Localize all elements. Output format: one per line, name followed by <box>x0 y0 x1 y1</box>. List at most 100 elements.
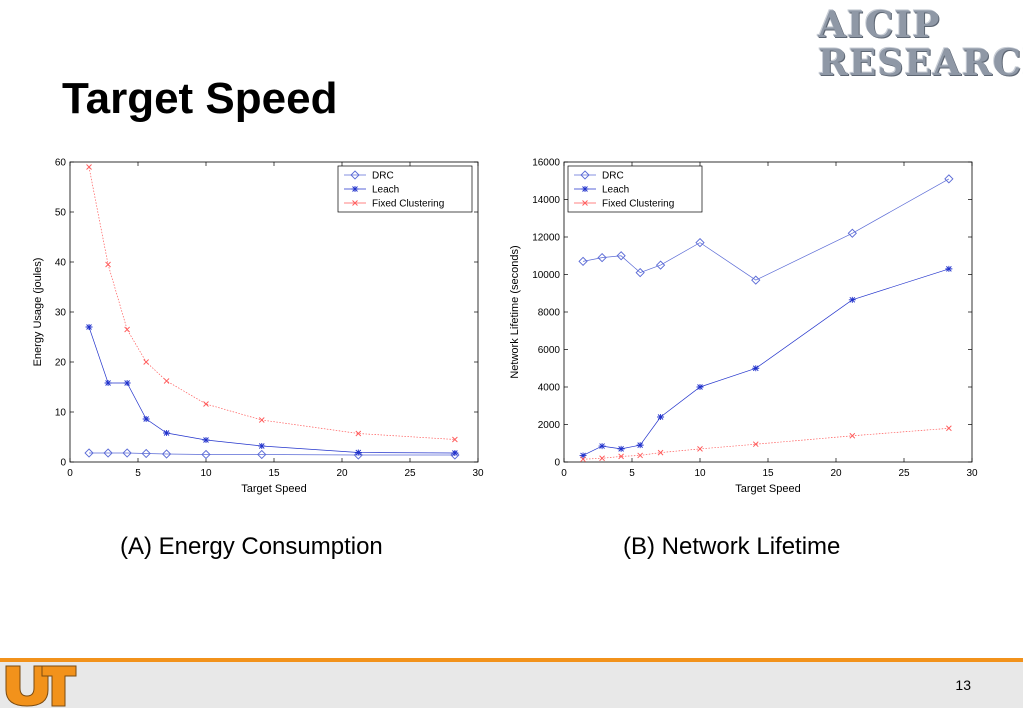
y-tick-label: 50 <box>55 208 67 219</box>
y-tick-label: 30 <box>55 308 67 319</box>
data-point <box>636 442 644 449</box>
legend-marker <box>580 170 590 180</box>
data-point <box>103 448 113 458</box>
legend: DRC Leach Fixed Clustering <box>567 165 703 213</box>
energy-consumption-chart: 0 5 10 15 20 25 30 0 10 20 30 40 50 60 Target Speed Ene… <box>32 158 484 496</box>
data-point <box>849 432 856 439</box>
data-point <box>848 296 856 303</box>
data-point <box>580 456 586 463</box>
ut-logo-icon <box>5 665 77 707</box>
data-point <box>752 365 760 372</box>
data-point <box>85 324 93 330</box>
y-tick-label: 0 <box>60 458 66 469</box>
x-tick-label: 5 <box>629 468 635 479</box>
data-point <box>257 449 267 460</box>
data-point <box>258 443 266 449</box>
data-point <box>86 164 92 170</box>
x-tick-label: 30 <box>472 468 484 479</box>
series-fixed-clustering <box>86 164 458 443</box>
data-point <box>944 174 954 184</box>
y-tick-label: 10000 <box>532 270 560 281</box>
series-leach <box>579 265 953 459</box>
series-leach <box>85 324 459 456</box>
y-tick-label: 40 <box>55 258 67 269</box>
data-point <box>450 450 460 460</box>
series-line <box>582 178 950 281</box>
data-point <box>637 452 643 459</box>
y-axis-label: Energy Usage (joules) <box>32 258 44 367</box>
caption-network-lifetime: (B) Network Lifetime <box>623 533 841 560</box>
y-tick-label: 10 <box>55 408 67 419</box>
data-point <box>599 455 605 462</box>
legend-entry: Fixed Clustering <box>602 199 674 210</box>
x-tick-label: 10 <box>694 468 706 479</box>
data-point <box>143 359 149 365</box>
data-point <box>945 265 953 272</box>
data-point <box>355 430 362 437</box>
data-point <box>579 452 587 459</box>
slide-title: Target Speed <box>62 74 338 123</box>
x-tick-label: 15 <box>762 468 774 479</box>
x-tick-label: 30 <box>966 468 978 479</box>
legend-marker <box>351 186 359 192</box>
data-point <box>353 450 363 460</box>
x-axis-label: Target Speed <box>241 483 306 495</box>
data-point <box>657 414 665 420</box>
y-tick-label: 4000 <box>538 383 561 394</box>
data-point <box>946 425 952 432</box>
data-point <box>123 380 131 386</box>
data-point <box>258 417 265 423</box>
data-point <box>657 449 664 456</box>
data-point <box>696 384 704 390</box>
series-drc <box>578 174 954 285</box>
data-point <box>202 437 210 443</box>
footer-accent-line <box>0 658 1023 662</box>
logo-line-1: AICIP <box>818 4 941 46</box>
data-point <box>161 449 172 459</box>
data-point <box>597 252 607 263</box>
y-tick-label: 8000 <box>538 308 561 319</box>
y-tick-label: 20 <box>55 358 67 369</box>
y-tick-label: 14000 <box>532 195 560 206</box>
data-point <box>104 380 112 386</box>
legend-entry: Leach <box>372 185 399 196</box>
data-point <box>105 261 111 268</box>
data-point <box>847 228 857 238</box>
legend-entry: Leach <box>602 185 629 196</box>
x-tick-label: 15 <box>268 468 280 479</box>
data-point <box>695 237 705 248</box>
data-point <box>578 256 588 267</box>
data-point <box>635 267 645 278</box>
x-tick-label: 20 <box>336 468 348 479</box>
data-point <box>752 441 759 448</box>
data-point <box>598 443 606 450</box>
data-point <box>163 378 170 384</box>
aicip-research-logo: AICIP RESEARCH <box>818 4 1023 82</box>
y-axis-label: Network Lifetime (seconds) <box>509 245 521 378</box>
data-point <box>751 275 761 285</box>
data-point <box>163 430 171 436</box>
x-tick-label: 0 <box>67 468 73 479</box>
data-point <box>124 326 130 333</box>
legend-marker <box>581 186 589 192</box>
y-tick-label: 60 <box>55 158 67 169</box>
y-tick-label: 16000 <box>532 158 560 169</box>
series-line <box>582 427 949 460</box>
x-axis-label: Target Speed <box>735 483 800 495</box>
data-point <box>142 416 150 422</box>
x-tick-label: 20 <box>830 468 842 479</box>
data-point <box>616 251 626 261</box>
data-point <box>141 448 151 459</box>
legend-marker <box>582 200 588 206</box>
y-tick-label: 0 <box>554 458 560 469</box>
caption-energy-consumption: (A) Energy Consumption <box>120 533 383 560</box>
x-tick-label: 0 <box>561 468 567 479</box>
data-point <box>697 446 703 452</box>
x-tick-label: 5 <box>135 468 141 479</box>
legend-entry: DRC <box>602 171 624 182</box>
y-tick-label: 6000 <box>538 345 561 356</box>
data-point <box>203 401 209 407</box>
x-tick-label: 10 <box>200 468 212 479</box>
network-lifetime-chart: 0 5 10 15 20 25 30 0 2000 4000 6000 8000 10000 12000 1… <box>509 158 978 496</box>
legend-entry: Fixed Clustering <box>372 199 444 210</box>
